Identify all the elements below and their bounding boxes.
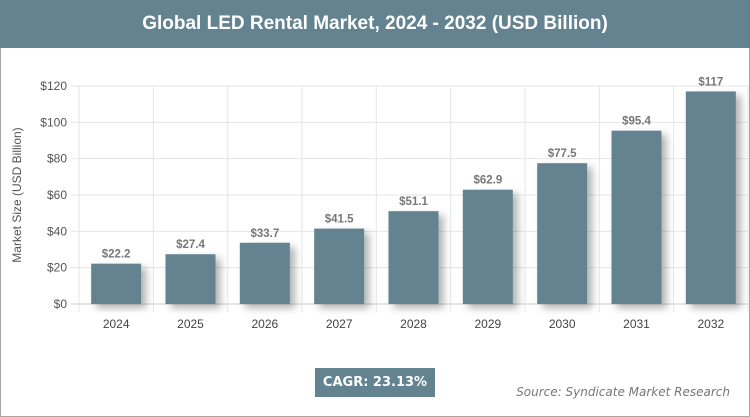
x-tick-label: 2031 [623, 317, 650, 331]
y-tick-label: $80 [47, 152, 67, 166]
source-note: Source: Syndicate Market Research [516, 385, 730, 399]
x-tick-label: 2030 [549, 317, 576, 331]
y-tick-label: $20 [47, 261, 67, 275]
data-label: $27.4 [176, 239, 205, 251]
data-label: $77.5 [548, 148, 577, 160]
bar-chart: $0 $20 $40 $60 $80 $100 $120 $22.2 2024 $27.4 2025… [10, 76, 749, 331]
data-label: $51.1 [399, 196, 428, 208]
bar-2029 [462, 189, 513, 304]
y-axis-label: Market Size (USD Billion) [10, 127, 24, 262]
data-label: $117 [698, 76, 723, 88]
x-tick-label: 2024 [103, 317, 130, 331]
data-label: $62.9 [473, 175, 502, 187]
y-tick-label: $0 [54, 297, 68, 311]
bar-2028 [388, 211, 439, 304]
data-label: $95.4 [622, 116, 651, 128]
data-label: $41.5 [325, 214, 354, 226]
x-tick-label: 2029 [474, 317, 501, 331]
bar-2027 [314, 228, 365, 304]
y-tick-label: $100 [40, 115, 67, 129]
bar-2024 [91, 263, 142, 304]
bar-2031 [611, 130, 662, 304]
x-tick-label: 2026 [251, 317, 278, 331]
data-label: $22.2 [102, 249, 131, 261]
y-tick-label: $60 [47, 188, 67, 202]
y-tick-label: $120 [40, 79, 67, 93]
x-tick-label: 2032 [697, 317, 724, 331]
bar-2025 [165, 254, 216, 304]
cagr-badge: CAGR: 23.13% [315, 368, 435, 397]
bar-2030 [537, 163, 588, 304]
y-tick-label: $40 [47, 224, 67, 238]
x-tick-label: 2028 [400, 317, 427, 331]
bar-2032 [685, 91, 736, 304]
x-tick-label: 2027 [326, 317, 353, 331]
bar-2026 [239, 242, 290, 304]
data-label: $33.7 [250, 228, 279, 240]
chart-title: Global LED Rental Market, 2024 - 2032 (U… [0, 0, 750, 48]
x-tick-label: 2025 [177, 317, 204, 331]
